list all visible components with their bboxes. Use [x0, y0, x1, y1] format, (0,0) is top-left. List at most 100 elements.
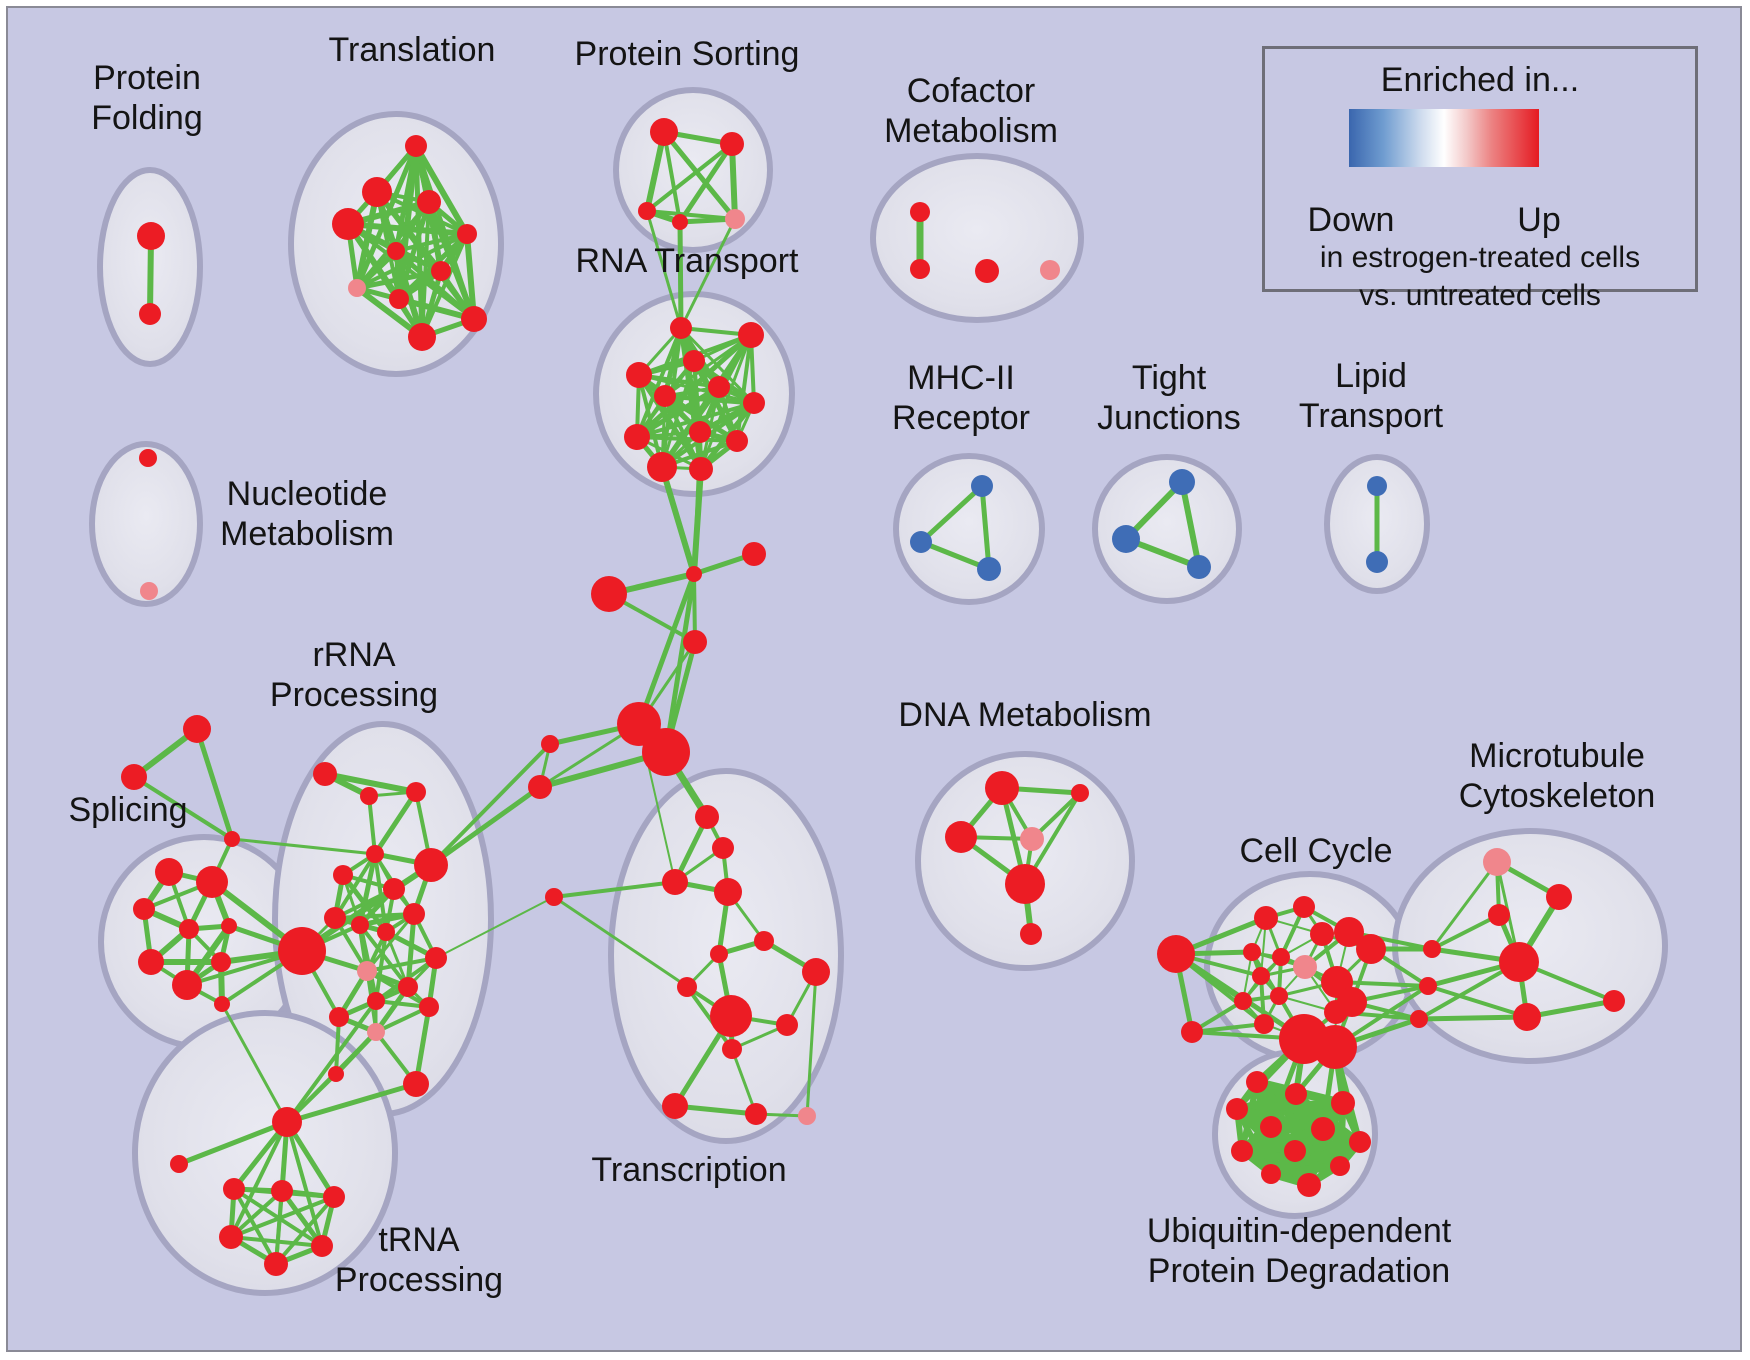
node-tl2[interactable]: [362, 177, 392, 207]
node-x15[interactable]: [798, 1107, 816, 1125]
node-x13[interactable]: [662, 1093, 688, 1119]
node-sp6[interactable]: [138, 949, 164, 975]
node-u12[interactable]: [1330, 1156, 1350, 1176]
node-tl7[interactable]: [431, 261, 451, 281]
node-cn3[interactable]: [591, 576, 627, 612]
node-ps1[interactable]: [650, 118, 678, 146]
node-tj2[interactable]: [1112, 525, 1140, 553]
node-tl4[interactable]: [332, 208, 364, 240]
node-rr9[interactable]: [351, 916, 369, 934]
node-u11[interactable]: [1297, 1173, 1321, 1197]
node-rr18[interactable]: [329, 1007, 349, 1027]
node-u10[interactable]: [1261, 1164, 1281, 1184]
node-m6[interactable]: [1603, 990, 1625, 1012]
node-u8[interactable]: [1284, 1140, 1306, 1162]
node-k5[interactable]: [1310, 922, 1334, 946]
node-dm5[interactable]: [1005, 864, 1045, 904]
node-tl11[interactable]: [408, 323, 436, 351]
node-x8[interactable]: [677, 977, 697, 997]
node-x10[interactable]: [710, 995, 752, 1037]
node-sp9[interactable]: [214, 996, 230, 1012]
node-x5[interactable]: [545, 888, 563, 906]
node-rr12[interactable]: [278, 927, 326, 975]
node-m5[interactable]: [1513, 1003, 1541, 1031]
node-rt9[interactable]: [689, 421, 711, 443]
node-rr16[interactable]: [367, 992, 385, 1010]
node-rr4[interactable]: [366, 845, 384, 863]
node-k3[interactable]: [1254, 906, 1278, 930]
node-rr1[interactable]: [313, 762, 337, 786]
node-ps4[interactable]: [672, 214, 688, 230]
node-rr7[interactable]: [383, 878, 405, 900]
node-m1[interactable]: [1483, 848, 1511, 876]
node-dm4[interactable]: [1020, 827, 1044, 851]
node-b2[interactable]: [1313, 1025, 1357, 1069]
node-rt5[interactable]: [708, 376, 730, 398]
node-x4[interactable]: [714, 878, 742, 906]
node-rr13[interactable]: [357, 961, 377, 981]
node-nm1[interactable]: [139, 449, 157, 467]
node-ps3[interactable]: [638, 202, 656, 220]
node-s2[interactable]: [528, 775, 552, 799]
node-rt12[interactable]: [689, 457, 713, 481]
node-rr3[interactable]: [406, 782, 426, 802]
node-m2[interactable]: [1546, 884, 1572, 910]
node-mh3[interactable]: [977, 557, 1001, 581]
node-x9[interactable]: [802, 958, 830, 986]
node-tl9[interactable]: [389, 289, 409, 309]
node-rr14[interactable]: [425, 947, 447, 969]
node-tl3[interactable]: [417, 190, 441, 214]
node-sp5[interactable]: [221, 918, 237, 934]
node-rr15[interactable]: [398, 977, 418, 997]
node-tp4[interactable]: [219, 1225, 243, 1249]
node-tl5[interactable]: [387, 242, 405, 260]
node-u3[interactable]: [1331, 1091, 1355, 1115]
node-k10[interactable]: [1293, 955, 1317, 979]
node-tr3[interactable]: [224, 831, 240, 847]
node-tj3[interactable]: [1187, 555, 1211, 579]
node-nm2[interactable]: [140, 582, 158, 600]
node-m4[interactable]: [1499, 942, 1539, 982]
node-sp1[interactable]: [155, 858, 183, 886]
node-rt11[interactable]: [647, 452, 677, 482]
node-lt1[interactable]: [1367, 476, 1387, 496]
node-rt10[interactable]: [726, 430, 748, 452]
node-cn4[interactable]: [683, 630, 707, 654]
node-rr8[interactable]: [324, 907, 346, 929]
node-th[interactable]: [272, 1107, 302, 1137]
node-k8[interactable]: [1243, 943, 1261, 961]
node-sp4[interactable]: [179, 919, 199, 939]
node-mh1[interactable]: [971, 475, 993, 497]
node-lt2[interactable]: [1366, 551, 1388, 573]
node-u6[interactable]: [1311, 1117, 1335, 1141]
node-rr6[interactable]: [414, 848, 448, 882]
node-u7[interactable]: [1231, 1140, 1253, 1162]
node-cf3[interactable]: [975, 259, 999, 283]
node-x14[interactable]: [745, 1103, 767, 1125]
node-k17[interactable]: [1254, 1014, 1274, 1034]
node-dm2[interactable]: [1071, 784, 1089, 802]
node-x2[interactable]: [712, 837, 734, 859]
node-sp3[interactable]: [133, 898, 155, 920]
node-tp6[interactable]: [264, 1252, 288, 1276]
node-k12[interactable]: [1234, 992, 1252, 1010]
node-tp2[interactable]: [271, 1180, 293, 1202]
node-x11[interactable]: [776, 1014, 798, 1036]
node-u1[interactable]: [1246, 1071, 1268, 1093]
node-rt3[interactable]: [683, 350, 705, 372]
node-k6[interactable]: [1334, 917, 1364, 947]
node-m3[interactable]: [1488, 904, 1510, 926]
node-k4[interactable]: [1293, 896, 1315, 918]
node-tl8[interactable]: [348, 279, 366, 297]
node-q3[interactable]: [1410, 1010, 1428, 1028]
node-dm3[interactable]: [945, 821, 977, 853]
node-k9[interactable]: [1272, 948, 1290, 966]
node-rr21[interactable]: [328, 1066, 344, 1082]
node-rr10[interactable]: [403, 903, 425, 925]
node-rt2[interactable]: [738, 322, 764, 348]
node-tp5[interactable]: [311, 1235, 333, 1257]
node-pf2[interactable]: [139, 303, 161, 325]
node-tsat[interactable]: [170, 1155, 188, 1173]
node-sp7[interactable]: [211, 952, 231, 972]
node-tl10[interactable]: [461, 306, 487, 332]
